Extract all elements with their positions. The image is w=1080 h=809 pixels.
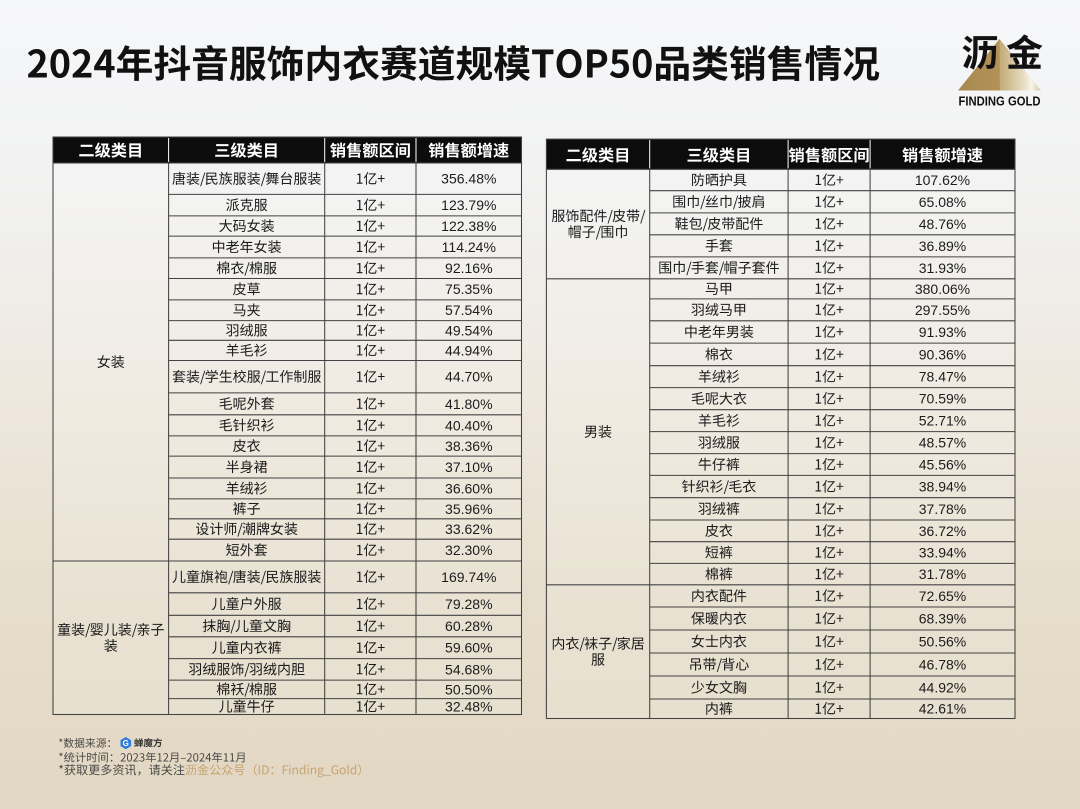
svg-text:79.28%: 79.28% — [445, 596, 492, 612]
svg-text:107.62%: 107.62% — [915, 172, 970, 188]
svg-text:33.62%: 33.62% — [445, 521, 492, 537]
svg-text:48.57%: 48.57% — [919, 435, 966, 451]
svg-text:59.60%: 59.60% — [445, 640, 492, 656]
svg-text:35.96%: 35.96% — [445, 501, 492, 517]
svg-text:46.78%: 46.78% — [919, 657, 966, 673]
svg-text:169.74%: 169.74% — [441, 569, 496, 585]
svg-text:78.47%: 78.47% — [919, 369, 966, 385]
svg-text:41.80%: 41.80% — [445, 396, 492, 412]
svg-text:92.16%: 92.16% — [445, 260, 492, 276]
svg-text:68.39%: 68.39% — [919, 611, 966, 627]
svg-text:FINDING GOLD: FINDING GOLD — [959, 95, 1041, 109]
svg-text:37.78%: 37.78% — [919, 501, 966, 517]
svg-text:36.89%: 36.89% — [919, 238, 966, 254]
svg-text:50.50%: 50.50% — [445, 681, 492, 697]
svg-text:60.28%: 60.28% — [445, 618, 492, 634]
svg-text:49.54%: 49.54% — [445, 322, 492, 338]
svg-text:42.61%: 42.61% — [919, 701, 966, 717]
svg-text:65.08%: 65.08% — [919, 194, 966, 210]
svg-text:33.94%: 33.94% — [919, 545, 966, 561]
svg-text:32.30%: 32.30% — [445, 542, 492, 558]
svg-text:90.36%: 90.36% — [919, 346, 966, 362]
svg-text:91.93%: 91.93% — [919, 324, 966, 340]
svg-text:297.55%: 297.55% — [915, 302, 970, 318]
svg-text:31.78%: 31.78% — [919, 566, 966, 582]
svg-text:54.68%: 54.68% — [445, 661, 492, 677]
svg-text:37.10%: 37.10% — [445, 459, 492, 475]
svg-text:48.76%: 48.76% — [919, 216, 966, 232]
svg-text:70.59%: 70.59% — [919, 391, 966, 407]
svg-text:44.94%: 44.94% — [445, 342, 492, 358]
svg-text:75.35%: 75.35% — [445, 281, 492, 297]
svg-text:44.70%: 44.70% — [445, 369, 492, 385]
svg-text:31.93%: 31.93% — [919, 260, 966, 276]
svg-text:52.71%: 52.71% — [919, 413, 966, 429]
svg-text:57.54%: 57.54% — [445, 302, 492, 318]
svg-text:G: G — [123, 739, 129, 748]
svg-text:36.60%: 36.60% — [445, 480, 492, 496]
svg-text:356.48%: 356.48% — [441, 171, 496, 187]
svg-text:44.92%: 44.92% — [919, 680, 966, 696]
svg-text:380.06%: 380.06% — [915, 281, 970, 297]
svg-text:38.36%: 38.36% — [445, 438, 492, 454]
svg-text:45.56%: 45.56% — [919, 457, 966, 473]
svg-text:50.56%: 50.56% — [919, 634, 966, 650]
svg-text:122.38%: 122.38% — [441, 218, 496, 234]
svg-text:32.48%: 32.48% — [445, 699, 492, 715]
svg-text:36.72%: 36.72% — [919, 523, 966, 539]
svg-text:38.94%: 38.94% — [919, 479, 966, 495]
svg-text:40.40%: 40.40% — [445, 417, 492, 433]
svg-text:114.24%: 114.24% — [442, 239, 496, 255]
svg-text:72.65%: 72.65% — [919, 588, 966, 604]
svg-text:123.79%: 123.79% — [441, 197, 496, 213]
